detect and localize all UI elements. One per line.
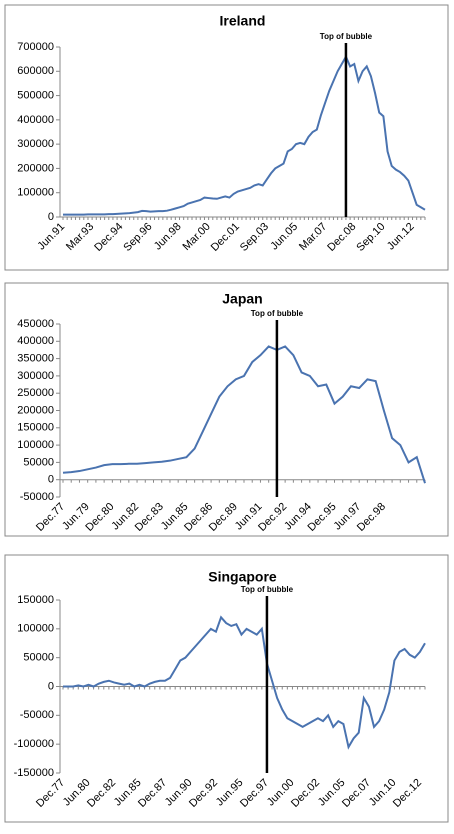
x-tick-label: Dec.77 (34, 501, 67, 534)
y-tick-label: 100000 (17, 439, 54, 451)
x-tick-label: Sep.03 (238, 221, 271, 254)
y-tick-label: 0 (48, 474, 54, 486)
x-tick-label: Dec.98 (355, 501, 388, 534)
y-tick-label: 0 (48, 211, 54, 223)
y-tick-label: -150000 (14, 767, 54, 779)
x-tick-label: Mar.00 (181, 221, 213, 253)
x-tick-label: Dec.02 (289, 777, 322, 810)
y-tick-label: 200000 (17, 404, 54, 416)
panel-border (4, 282, 449, 537)
data-line (62, 345, 426, 484)
y-tick-label: 100000 (17, 187, 54, 199)
x-tick-label: Dec.89 (207, 501, 240, 534)
x-tick-label: Dec.08 (325, 221, 358, 254)
y-tick-label: 300000 (17, 370, 54, 382)
x-tick-label: Jun.91 (35, 221, 67, 253)
annotation: Top of bubble (320, 32, 373, 41)
x-tick-label: Dec.87 (136, 777, 169, 810)
y-tick-label: 100000 (17, 623, 54, 635)
data-line (63, 54, 426, 216)
y-tick-label: 400000 (17, 114, 54, 126)
x-tick-label: Jun.98 (152, 221, 184, 253)
panel-border (4, 4, 449, 271)
x-tick-label: Jun.12 (385, 221, 417, 253)
y-tick-label: 250000 (17, 387, 54, 399)
x-tick-label: Dec.82 (85, 777, 118, 810)
y-tick-label: 700000 (17, 41, 54, 53)
x-tick-label: Dec.77 (34, 777, 67, 810)
x-tick-label: Dec.92 (256, 501, 289, 534)
x-tick-label: Sep.96 (121, 221, 154, 254)
annotation: Top of bubble (251, 309, 304, 318)
x-tick-label: Dec.94 (92, 221, 125, 254)
x-tick-label: Dec.83 (133, 501, 166, 534)
y-tick-label: 500000 (17, 89, 54, 101)
panel-border (4, 554, 449, 823)
x-tick-label: Dec.07 (340, 777, 373, 810)
y-tick-label: 400000 (17, 335, 54, 347)
x-tick-label: Mar.93 (64, 221, 96, 253)
y-tick-label: 150000 (17, 594, 54, 606)
x-tick-label: Sep.10 (354, 221, 387, 254)
chart-title: Ireland (220, 13, 266, 29)
x-tick-label: Dec.95 (306, 501, 339, 534)
y-tick-label: 200000 (17, 162, 54, 174)
y-tick-label: 50000 (23, 652, 54, 664)
x-tick-label: Dec.12 (391, 777, 424, 810)
y-tick-label: 300000 (17, 138, 54, 150)
x-tick-label: Dec.01 (209, 221, 242, 254)
x-tick-label: Jun.05 (268, 221, 300, 253)
y-tick-label: 600000 (17, 65, 54, 77)
x-tick-label: Dec.92 (187, 777, 220, 810)
y-tick-label: 50000 (23, 456, 54, 468)
x-tick-label: Dec.97 (238, 777, 271, 810)
annotation: Top of bubble (241, 585, 294, 594)
y-tick-label: 0 (48, 680, 54, 692)
chart-title: Japan (222, 291, 262, 307)
y-tick-label: -50000 (20, 709, 54, 721)
y-tick-label: 450000 (17, 318, 54, 330)
y-tick-label: -100000 (14, 738, 54, 750)
x-tick-label: Dec.80 (83, 501, 116, 534)
data-line (63, 615, 426, 750)
y-tick-label: 150000 (17, 422, 54, 434)
x-tick-label: Mar.07 (297, 221, 329, 253)
y-tick-label: 350000 (17, 353, 54, 365)
chart-title: Singapore (208, 569, 277, 585)
y-tick-label: -50000 (20, 491, 54, 503)
